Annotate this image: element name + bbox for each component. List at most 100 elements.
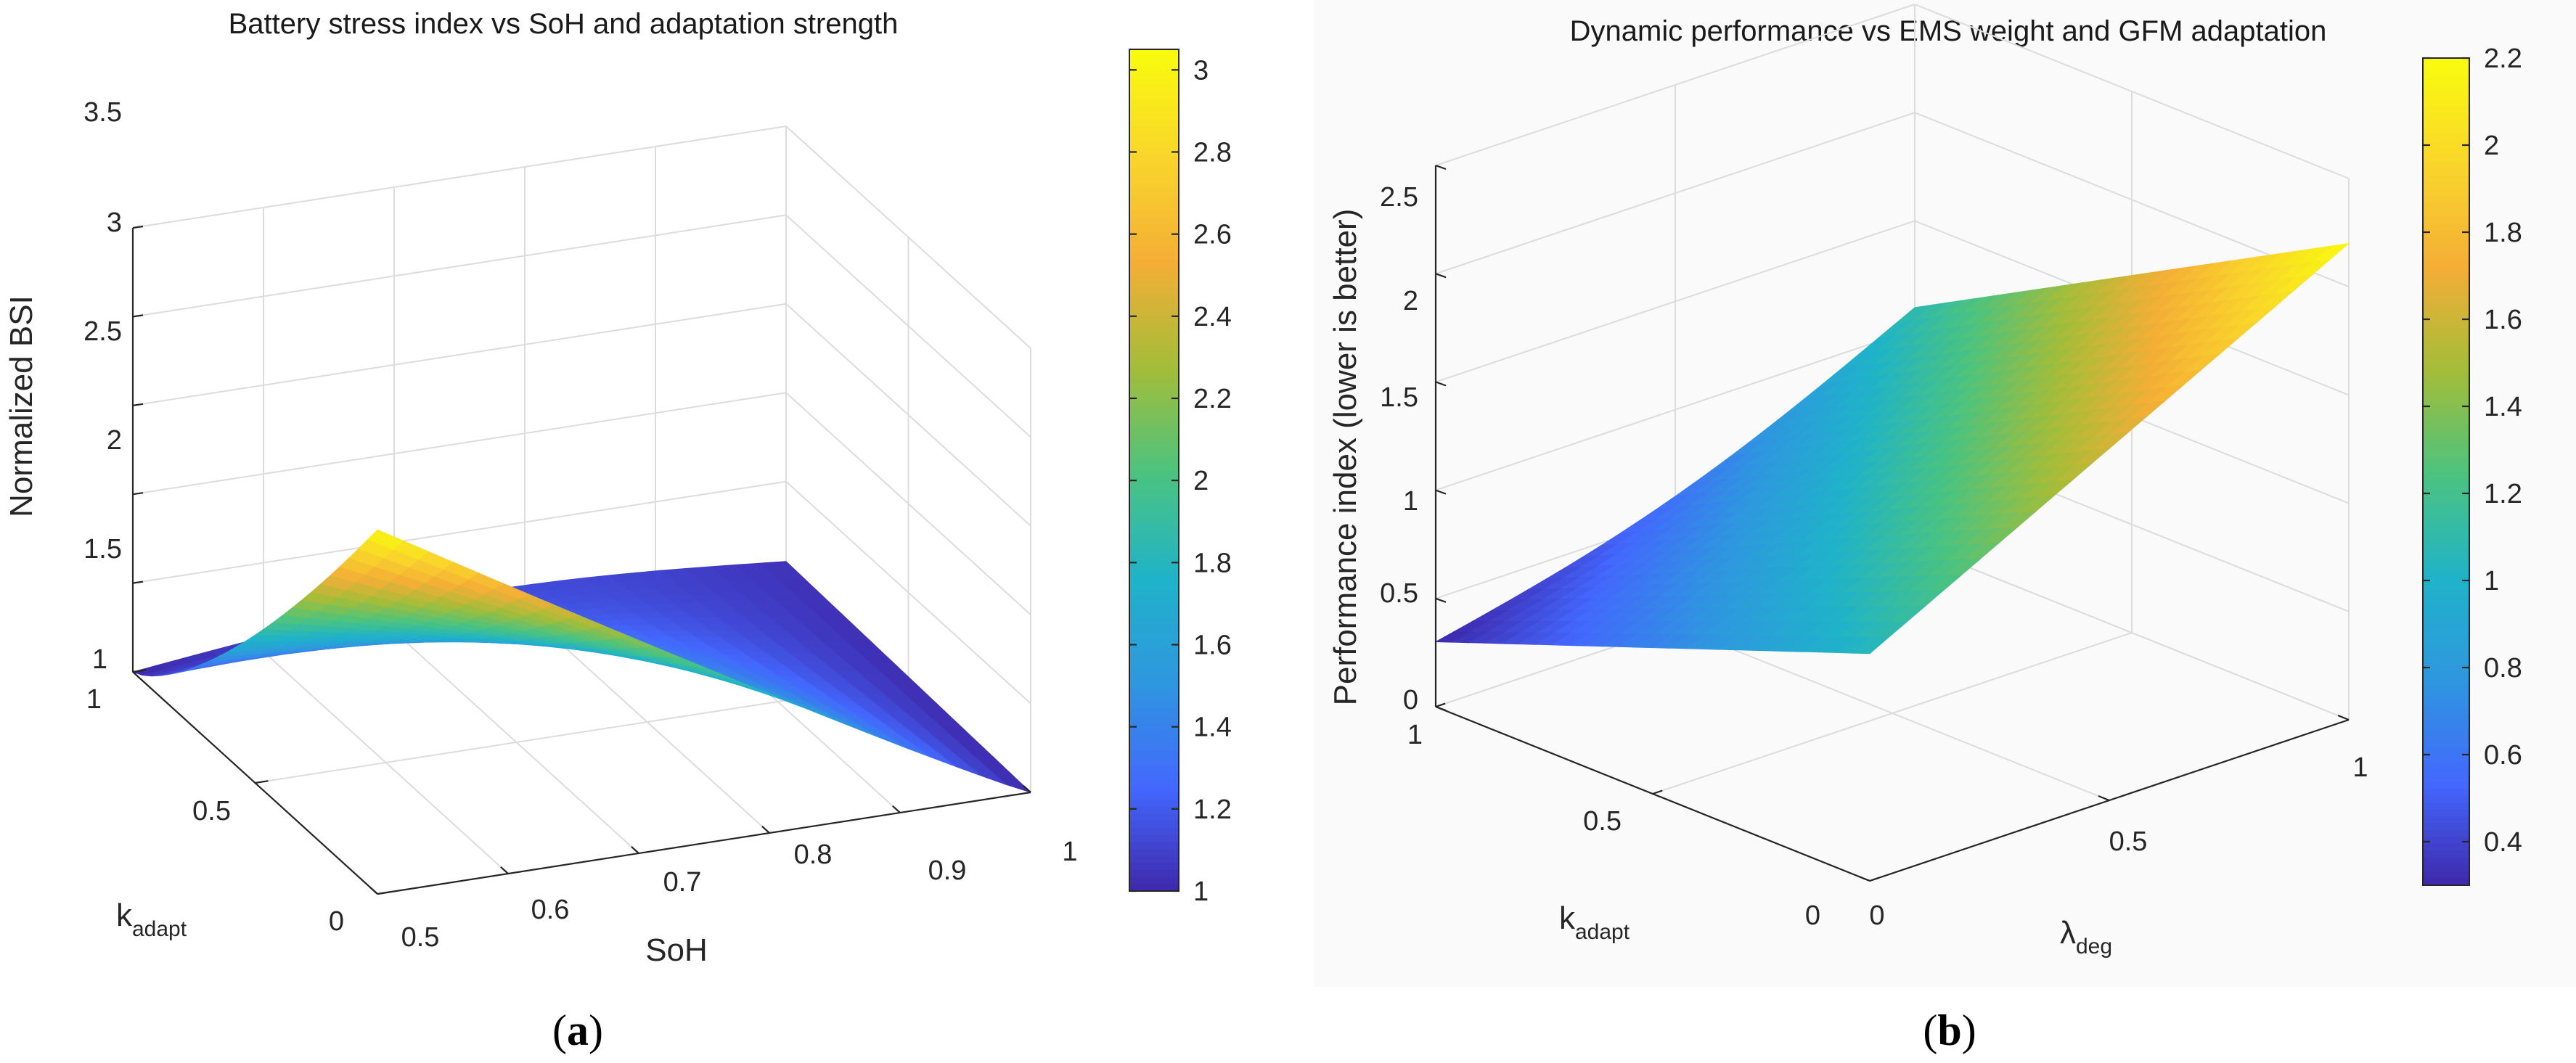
colorbar-tick-label: 0.8 (2484, 653, 2522, 684)
colorbar-segment (1129, 323, 1179, 331)
colorbar-segment (2423, 630, 2469, 638)
colorbar-tick-label: 1.8 (2484, 218, 2522, 248)
colorbar-segment (1129, 393, 1179, 401)
colorbar-segment (1129, 253, 1179, 260)
colorbar-segment (1129, 624, 1179, 633)
colorbar-segment (1129, 105, 1179, 113)
colorbar-segment (2423, 216, 2469, 224)
panel-a-y-label: kadapt (116, 898, 187, 941)
colorbar-segment (2423, 86, 2469, 94)
panel-a-x-ticks: 0.5 0.6 0.7 0.8 0.9 1 (401, 837, 1078, 953)
colorbar-segment (1129, 639, 1179, 647)
x-tick-mark (369, 887, 378, 895)
colorbar-segment (2423, 395, 2469, 403)
colorbar-segment (2423, 189, 2469, 197)
x-tick-mark (892, 805, 901, 813)
colorbar-segment (2423, 837, 2469, 845)
surface-patch (1852, 637, 1889, 654)
z-tick-label: 0 (1403, 685, 1418, 715)
colorbar-tick-label: 0.6 (2484, 740, 2522, 771)
colorbar-segment (1129, 308, 1179, 317)
colorbar-segment (2423, 106, 2469, 114)
colorbar-segment (1129, 421, 1179, 429)
colorbar-segment (2423, 430, 2469, 438)
colorbar-segment (1129, 870, 1179, 878)
colorbar-segment (1129, 266, 1179, 275)
colorbar-segment (2423, 210, 2469, 218)
colorbar-segment (1129, 736, 1179, 744)
z-tick-label: 1.5 (1380, 382, 1418, 413)
colorbar-tick-label: 2 (1193, 466, 1209, 496)
colorbar-tick-label: 3 (1193, 55, 1209, 86)
colorbar-segment (1129, 168, 1179, 176)
colorbar-segment (1129, 744, 1179, 752)
colorbar-segment (2423, 541, 2469, 549)
panel-a-z-label: Normalized BSI (4, 295, 39, 517)
colorbar-tick-label: 1.2 (2484, 479, 2522, 509)
colorbar-segment (1129, 91, 1179, 99)
panel-b-z-ticks: 0 0.5 1 1.5 2 2.5 (1380, 182, 1418, 715)
colorbar-segment (1129, 287, 1179, 296)
x-tick-label: 0.6 (531, 895, 570, 925)
z-tick-label: 1 (92, 644, 107, 675)
colorbar-segment (1129, 765, 1179, 773)
y-tick-label: 0.5 (1583, 806, 1622, 837)
colorbar-segment (1129, 877, 1179, 885)
x-tick-label: 0.9 (928, 855, 967, 886)
colorbar-segment (2423, 120, 2469, 128)
y-tick-label: 1 (1407, 720, 1423, 750)
grid-line (1652, 632, 2133, 795)
z-tick-label: 2 (107, 425, 122, 456)
x-tick-label: 0.8 (794, 840, 833, 870)
panel-b-caption: (b) (1923, 1006, 1976, 1054)
colorbar-segment (2423, 155, 2469, 163)
colorbar-segment (2423, 561, 2469, 569)
panel-b-title: Dynamic performance vs EMS weight and GF… (1570, 15, 2327, 47)
colorbar-segment (1129, 218, 1179, 226)
z-tick-label: 2.5 (83, 316, 122, 347)
colorbar-segment (2423, 478, 2469, 486)
colorbar-segment (2423, 692, 2469, 700)
colorbar-segment (1129, 407, 1179, 415)
colorbar-segment (1129, 197, 1179, 205)
colorbar-segment (2423, 327, 2469, 335)
panel-a-surface (131, 529, 1031, 793)
colorbar-segment (1129, 70, 1179, 78)
colorbar-segment (2423, 665, 2469, 673)
colorbar-segment (2423, 437, 2469, 445)
grid-line (132, 392, 787, 496)
colorbar-segment (2423, 699, 2469, 707)
colorbar-segment (2423, 706, 2469, 714)
colorbar-segment (1129, 49, 1179, 57)
colorbar-segment (2423, 775, 2469, 783)
colorbar-segment (1129, 617, 1179, 625)
colorbar-segment (2423, 878, 2469, 886)
colorbar-segment (2423, 499, 2469, 507)
colorbar-segment (1129, 477, 1179, 485)
colorbar-segment (2423, 823, 2469, 831)
colorbar-segment (1129, 239, 1179, 247)
colorbar-segment (2423, 754, 2469, 762)
colorbar-segment (1129, 631, 1179, 639)
colorbar-segment (1129, 224, 1179, 233)
colorbar-segment (2423, 789, 2469, 797)
colorbar-segment (1129, 435, 1179, 443)
colorbar-segment (1129, 610, 1179, 618)
y-tick-mark (377, 891, 391, 895)
panel-b-y-label: kadapt (1559, 900, 1630, 944)
colorbar-segment (2423, 596, 2469, 604)
colorbar-segment (2423, 251, 2469, 259)
z-tick-mark (132, 580, 144, 584)
colorbar-segment (1129, 379, 1179, 387)
grid-line (132, 303, 787, 406)
colorbar-segment (1129, 316, 1179, 324)
colorbar-tick-label: 2.2 (1193, 384, 1232, 414)
colorbar-segment (1129, 645, 1179, 654)
colorbar-segment (2423, 320, 2469, 328)
colorbar-segment (1129, 568, 1179, 576)
colorbar-segment (1129, 442, 1179, 450)
panel-b-surface (1434, 242, 2350, 654)
y-tick-label: 0 (329, 906, 344, 937)
grid-line (132, 126, 787, 229)
